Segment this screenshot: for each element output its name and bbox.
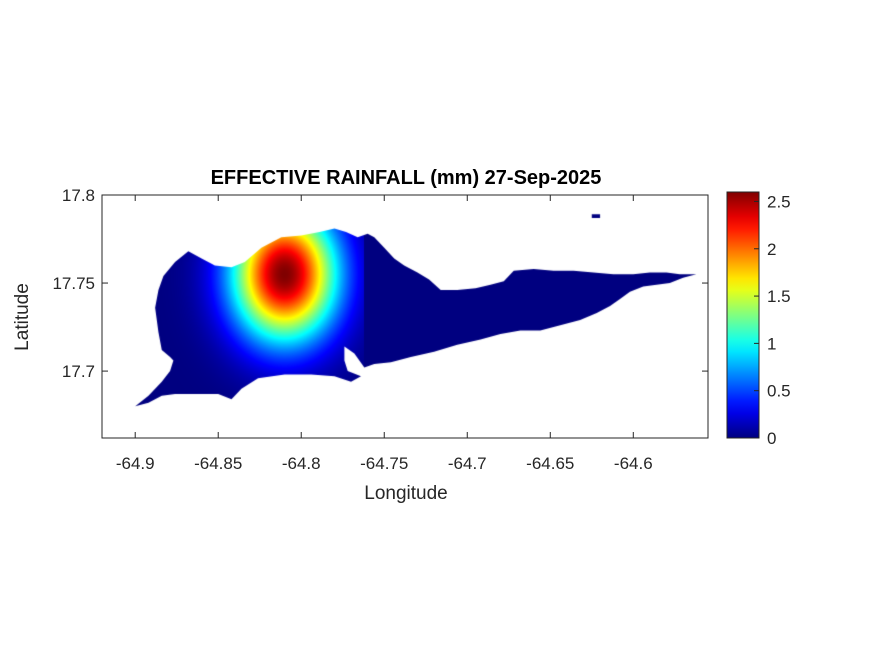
y-tick-label-2: 17.8 xyxy=(62,186,95,205)
x-tick-label-6: -64.6 xyxy=(614,454,653,473)
x-axis-label: Longitude xyxy=(364,483,447,504)
x-axis-ticks: -64.9 -64.85 -64.8 -64.75 -64.7 -64.65 -64.6 xyxy=(116,195,653,473)
y-axis-label: Latitude xyxy=(12,283,33,351)
colorbar: 0 0.5 1 1.5 2 2.5 xyxy=(726,191,791,448)
plot-background xyxy=(102,195,708,438)
x-tick-label-0: -64.9 xyxy=(116,454,155,473)
colorbar-tick-label-0: 0 xyxy=(767,429,776,448)
x-tick-label-5: -64.65 xyxy=(526,454,574,473)
x-tick-label-3: -64.75 xyxy=(360,454,408,473)
colorbar-tick-label-3: 1.5 xyxy=(767,287,791,306)
y-tick-label-1: 17.75 xyxy=(52,274,95,293)
x-tick-label-2: -64.8 xyxy=(282,454,321,473)
colorbar-tick-label-4: 2 xyxy=(767,240,776,259)
x-tick-label-4: -64.7 xyxy=(448,454,487,473)
colorbar-tick-label-5: 2.5 xyxy=(767,192,791,211)
colorbar-ticks: 0 0.5 1 1.5 2 2.5 xyxy=(754,192,791,448)
x-tick-label-1: -64.85 xyxy=(194,454,242,473)
colorbar-tick-label-1: 0.5 xyxy=(767,382,791,401)
colorbar-gradient xyxy=(726,191,760,439)
axes-box xyxy=(101,194,709,439)
y-tick-label-0: 17.7 xyxy=(62,362,95,381)
colorbar-tick-label-2: 1 xyxy=(767,334,776,353)
plot-area: -64.9 -64.85 -64.8 -64.75 -64.7 -64.65 -64.6 1… xyxy=(52,186,709,473)
y-axis-ticks: 17.7 17.75 17.8 xyxy=(52,186,708,381)
chart-title: EFFECTIVE RAINFALL (mm) 27-Sep-2025 xyxy=(211,167,602,189)
